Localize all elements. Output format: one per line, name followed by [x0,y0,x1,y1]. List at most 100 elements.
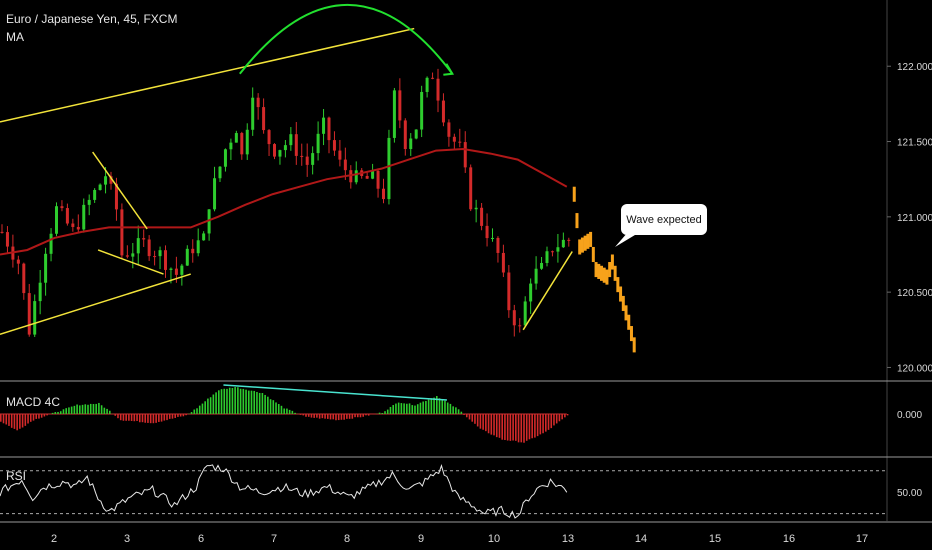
macd-bar [550,414,553,429]
candle-body [93,189,97,200]
price-tick-label: 120.500 [897,288,932,299]
macd-bar [395,403,397,414]
macd-bar [294,412,296,414]
candle-body [71,223,75,227]
macd-bar [313,414,315,418]
macd-bar [406,403,408,414]
macd-bar [79,405,81,414]
arc-arrowhead [443,63,455,76]
macd-bar [476,414,479,427]
macd-bar [43,414,46,417]
macd-bar [411,405,414,414]
candle-body [174,268,178,275]
candle-body [447,122,451,137]
candle-body [338,150,342,160]
macd-bar [367,414,370,416]
macd-bar [307,414,310,417]
macd-bar [21,414,24,428]
macd-bar [2,414,5,424]
macd-bar [128,414,130,421]
candle-body [529,283,533,302]
macd-bar [482,414,484,430]
macd-bar [280,405,283,414]
candle-body [104,176,108,185]
macd-bar [237,387,239,414]
projection-bar [591,246,595,263]
macd-bar [223,388,226,414]
projection-bar [621,295,625,311]
candle-body [153,256,157,258]
candle-body [240,133,244,155]
time-tick-label: 17 [856,533,868,545]
candle-body [5,232,9,247]
rsi-tick-label: 50.00 [897,488,922,499]
rsi-indicator-label[interactable]: RSI [6,469,27,483]
macd-bar [427,399,430,414]
candle-body [44,253,48,283]
macd-bar [337,414,340,421]
macd-bar [520,414,523,443]
candle-body [158,250,162,257]
macd-bar [29,414,32,422]
price-tick-label: 120.000 [897,363,932,374]
macd-bar [501,414,503,440]
candle-body [436,78,440,101]
projection-bar [616,277,620,293]
candle-body [545,251,549,263]
macd-bar [397,402,400,414]
macd-bar [468,414,471,420]
macd-bar [419,402,422,414]
wedge-support-line [522,251,573,331]
channel-top-line [0,27,415,123]
macd-bar [324,414,326,419]
projection-bar [580,237,584,253]
macd-bar [196,408,198,414]
candle-body [33,301,37,335]
candle-body [523,301,527,326]
macd-bar [258,392,261,414]
macd-bar [321,414,324,419]
candle-body [474,207,478,210]
macd-bar [19,414,21,429]
macd-bar [495,414,498,438]
candle-body [289,134,293,146]
macd-bar [201,403,204,414]
candle-body [114,183,118,210]
macd-bar [498,414,501,438]
time-tick-label: 14 [635,533,647,545]
macd-bar [354,414,356,418]
macd-bar [490,414,493,435]
macd-bar [343,414,345,420]
macd-bar [73,405,76,414]
triangle-lower-line [97,249,164,275]
candle-body [65,208,69,224]
candle-body [191,248,195,254]
macd-bar [272,400,275,414]
candle-body [392,90,396,138]
macd-bar [62,409,65,414]
projection-bar [629,326,633,342]
macd-bar [348,414,351,419]
macd-bar [449,403,452,414]
candle-body [223,149,227,167]
macd-bar [166,414,168,421]
candle-body [556,247,560,252]
macd-bar [46,414,48,416]
macd-bar [89,403,92,414]
projection-bar [610,254,614,270]
macd-bar [100,405,103,414]
macd-bar [65,408,67,414]
candle-body [147,239,151,257]
macd-bar [327,414,329,419]
time-tick-label: 16 [783,533,795,545]
candle-body [87,199,91,205]
rsi-line [0,464,568,519]
macd-indicator-label[interactable]: MACD 4C [6,395,61,409]
macd-bar [207,398,209,414]
macd-bar [416,404,419,414]
macd-bar [310,414,313,418]
macd-bar [13,414,16,429]
candle-body [305,156,309,165]
candle-body [382,188,385,200]
ma-indicator-label[interactable]: MA [6,30,24,44]
